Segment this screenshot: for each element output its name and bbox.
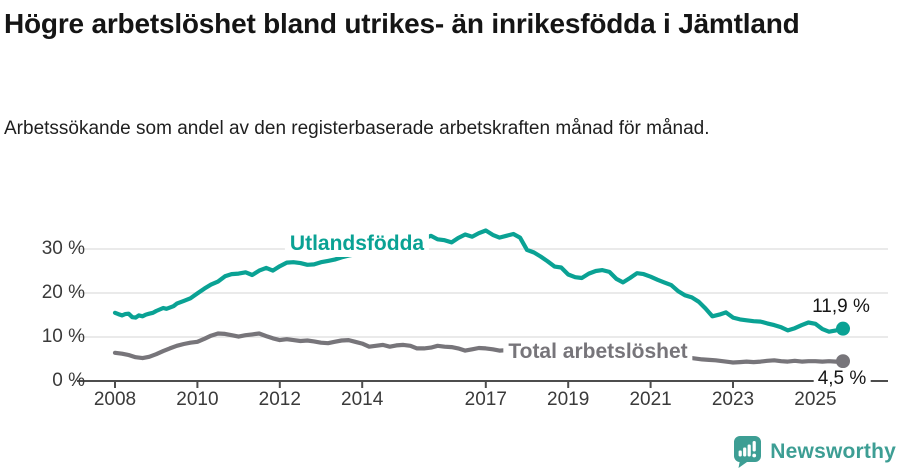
page-subtitle: Arbetssökande som andel av den registerb… xyxy=(4,118,710,139)
series-end-dot xyxy=(836,354,851,369)
newsworthy-logo: Newsworthy xyxy=(734,436,896,468)
series-line-utlandsf-dda xyxy=(112,228,846,334)
series-end-dot xyxy=(836,321,851,336)
bar-chart-speech-bubble-icon xyxy=(734,436,762,468)
newsworthy-logo-text: Newsworthy xyxy=(770,440,896,463)
series-line-total-arbetsl-shet xyxy=(112,331,846,365)
page-title: Högre arbetslöshet bland utrikes- än inr… xyxy=(4,8,800,39)
